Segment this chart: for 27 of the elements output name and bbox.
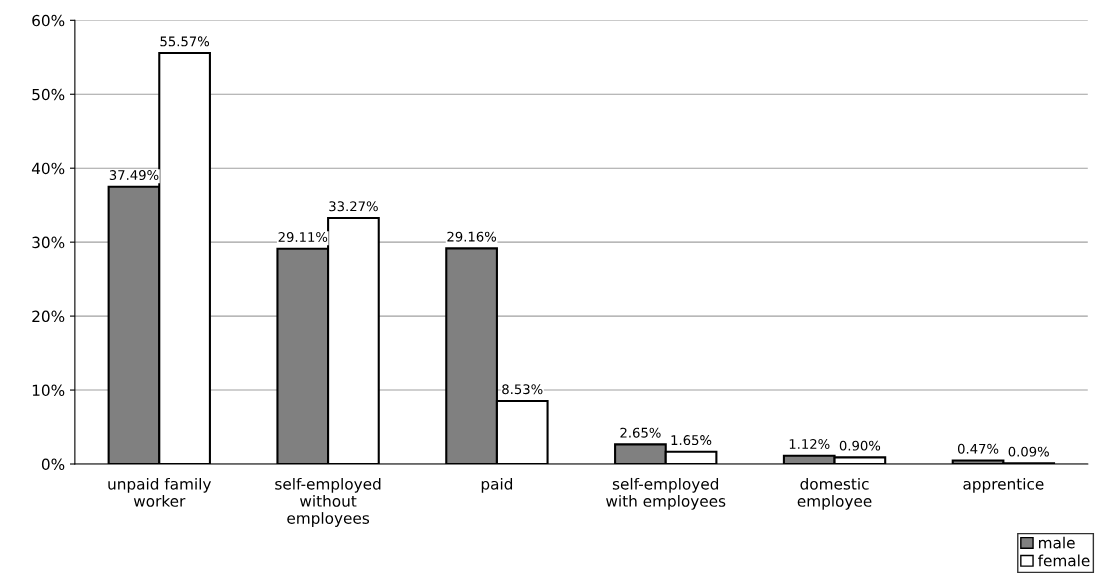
x-tick-label: paid — [481, 477, 513, 493]
data-label: 37.49% — [109, 170, 159, 181]
y-tick-label: 50% — [32, 88, 65, 101]
data-label: 1.65% — [671, 435, 712, 446]
data-label: 33.27% — [329, 201, 378, 212]
y-tick-label: 20% — [32, 310, 65, 323]
y-tick-label: 40% — [31, 162, 65, 175]
data-label: 1.12% — [789, 439, 830, 449]
x-tick-label: unpaid family worker — [108, 477, 212, 507]
y-tick-label: 0% — [41, 458, 65, 471]
data-label: 8.53% — [502, 384, 543, 395]
x-tick-label: self-employed with employees — [606, 477, 726, 510]
data-label: 55.57% — [160, 36, 210, 47]
x-tick-label: self-employed without employees — [275, 477, 381, 527]
data-label: 2.65% — [620, 427, 661, 438]
x-tick-label: domestic employee — [797, 477, 872, 510]
data-label: 29.11% — [278, 232, 328, 243]
legend-label: male — [1039, 536, 1075, 549]
y-tick-label: 30% — [32, 236, 65, 249]
data-label: 29.16% — [447, 231, 497, 242]
legend-label: female — [1037, 554, 1090, 567]
y-tick-label: 60% — [32, 14, 65, 27]
y-tick-label: 10% — [32, 384, 65, 397]
data-label: 0.90% — [839, 440, 881, 451]
x-tick-label: apprentice — [963, 477, 1044, 493]
data-label: 0.09% — [1008, 446, 1049, 457]
data-label: 0.47% — [957, 443, 999, 454]
